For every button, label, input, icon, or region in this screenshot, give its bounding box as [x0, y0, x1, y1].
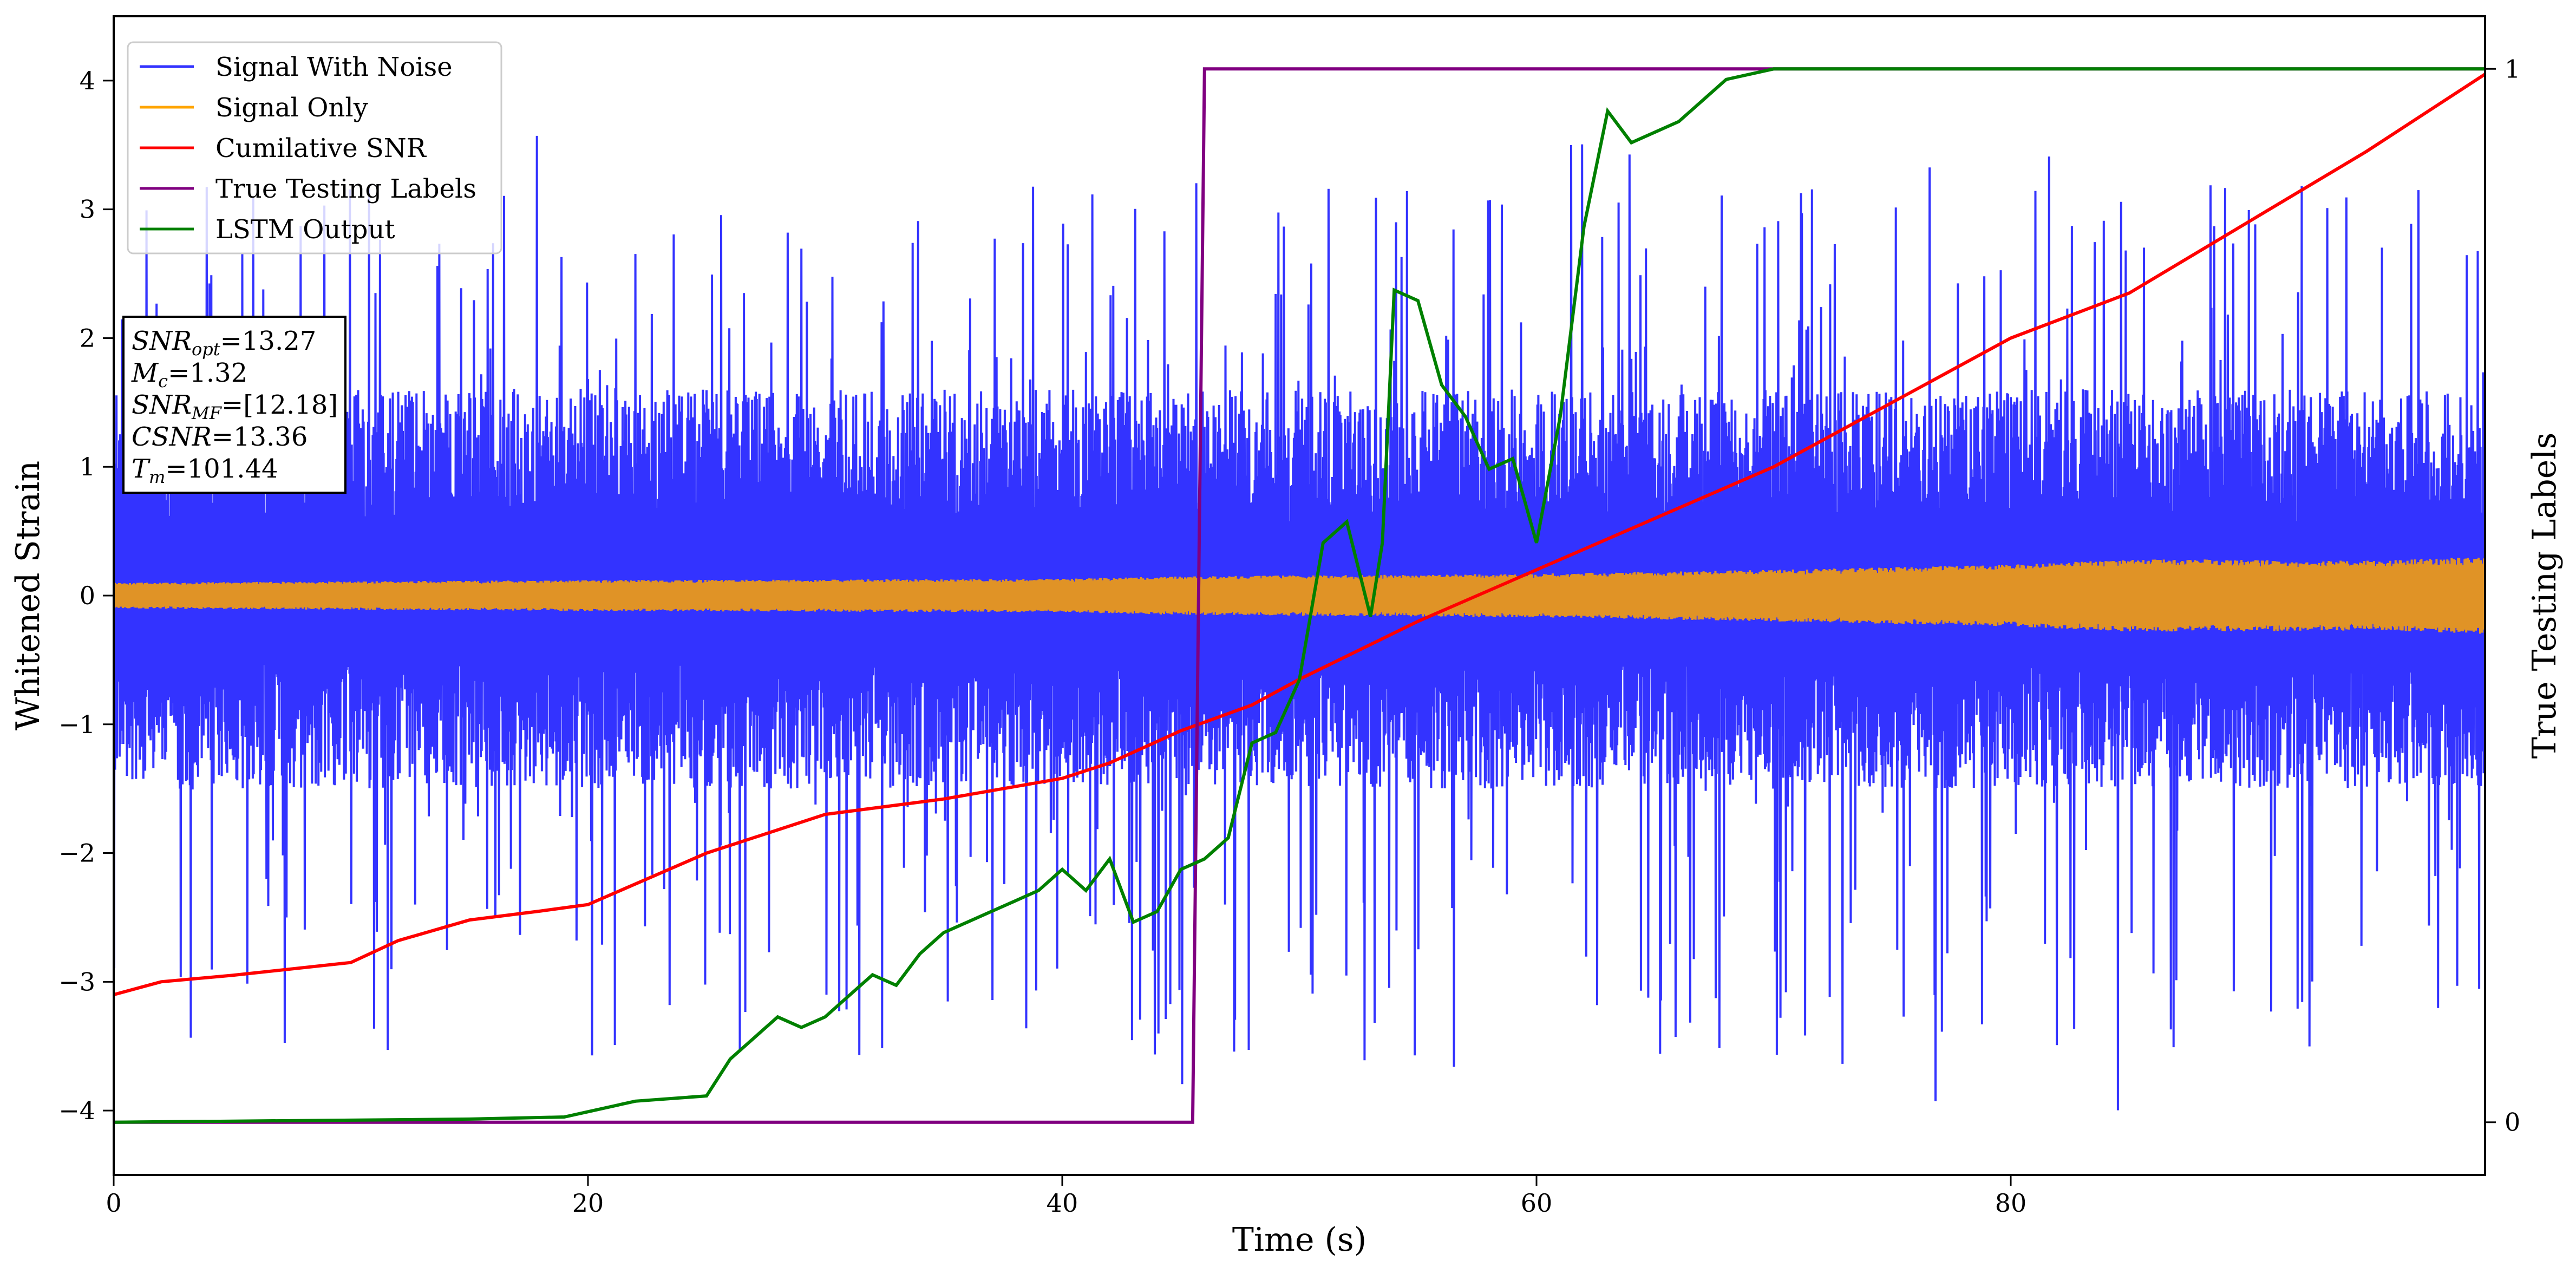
info-snr-opt: SNRopt=13.27 [132, 326, 316, 360]
legend-label: LSTM Output [215, 214, 395, 245]
legend-frame [127, 41, 502, 254]
legend-label: Cumilative SNR [215, 133, 427, 164]
y-tick-label: 3 [80, 195, 95, 224]
legend-label: True Testing Labels [215, 174, 476, 204]
y-right-tick-label: 1 [2505, 54, 2520, 83]
y-tick-label: 4 [80, 66, 95, 95]
x-tick-label: 40 [1047, 1188, 1078, 1218]
y-tick-label: −2 [58, 839, 95, 868]
info-csnr: CSNR=13.36 [132, 422, 308, 452]
x-tick-label: 80 [1995, 1188, 2027, 1218]
series-signal-only [114, 557, 2485, 634]
legend-item: Signal Only [140, 93, 368, 123]
y-right-tick-label: 0 [2505, 1108, 2520, 1137]
info-box-frame [122, 316, 346, 494]
y-tick-label: 2 [80, 323, 95, 352]
plot-area [114, 67, 2485, 1124]
legend-item: True Testing Labels [140, 174, 476, 204]
x-axis-label: Time (s) [1232, 1221, 1367, 1259]
legend-item: LSTM Output [140, 214, 395, 245]
info-box: SNRopt=13.27 Mc=1.32 SNRMF=[12.18] CSNR=… [122, 316, 346, 494]
legend: Signal With Noise Signal Only Cumilative… [127, 41, 502, 254]
series-cumilative-snr [114, 73, 2485, 996]
legend-item: Signal With Noise [140, 52, 453, 82]
y-tick-label: 1 [80, 452, 95, 481]
x-tick-label: 20 [572, 1188, 604, 1218]
y-axis-label: Whitened Strain [9, 461, 47, 730]
y-tick-label: −1 [58, 710, 95, 739]
x-tick-label: 60 [1521, 1188, 1553, 1218]
info-snr-mf: SNRMF=[12.18] [132, 390, 338, 423]
info-chirp-mass: Mc=1.32 [131, 358, 247, 391]
y-tick-label: −4 [58, 1096, 95, 1125]
legend-label: Signal Only [215, 93, 368, 123]
legend-item: Cumilative SNR [140, 133, 427, 164]
legend-label: Signal With Noise [215, 52, 453, 82]
info-total-mass: Tm=101.44 [132, 454, 278, 487]
y-tick-label: −3 [58, 967, 95, 996]
y-tick-label: 0 [80, 581, 95, 610]
x-tick-label: 0 [106, 1188, 121, 1218]
y-right-axis-label: True Testing Labels [2526, 433, 2564, 759]
series-lstm-output [114, 67, 2485, 1124]
